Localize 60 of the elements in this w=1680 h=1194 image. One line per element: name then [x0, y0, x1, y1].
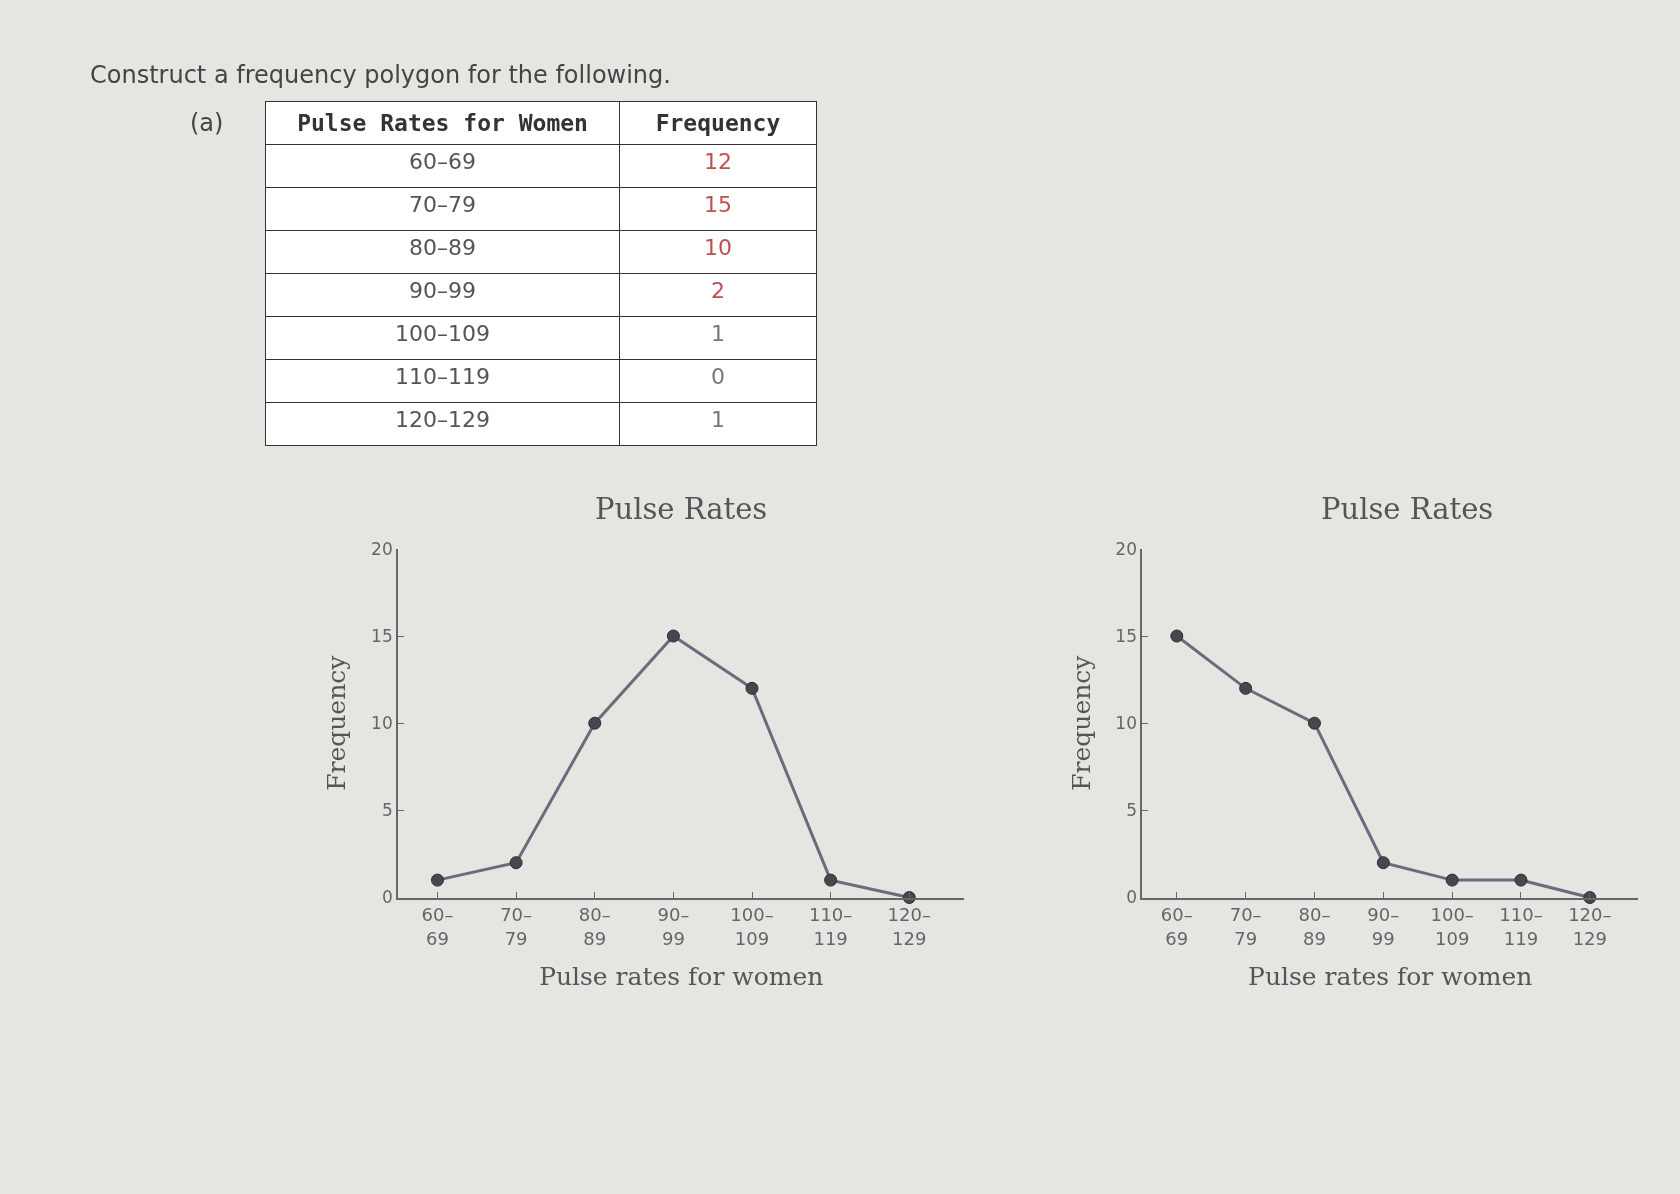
text: 100–109 — [395, 321, 491, 347]
y-tick-label: 10 — [371, 713, 393, 734]
x-tick-label: 70– 79 — [500, 904, 533, 949]
y-tick-label: 5 — [381, 800, 393, 821]
text: Frequency — [655, 109, 781, 136]
text: 15 — [704, 192, 733, 218]
x-axis-title: Pulse rates for women — [1248, 962, 1533, 992]
y-tick-label: 10 — [1115, 713, 1137, 734]
y-tick-label: 0 — [1126, 887, 1137, 908]
text: 80–89 — [409, 235, 477, 261]
point — [430, 873, 444, 887]
x-tick-label: 70– 79 — [1229, 904, 1262, 949]
y-axis-title: Frequency — [1066, 654, 1096, 791]
point — [666, 629, 680, 643]
point — [509, 856, 523, 870]
text: 110–119 — [395, 364, 491, 390]
x-tick-label: 120– 129 — [887, 904, 931, 949]
text: 60–69 — [409, 149, 477, 175]
point — [1445, 873, 1459, 887]
y-tick-label: 15 — [1115, 625, 1137, 646]
x-tick-label: 110– 119 — [808, 904, 853, 949]
point — [824, 873, 838, 887]
y-tick-label: 0 — [381, 887, 393, 908]
x-tick-label: 90– 99 — [1367, 904, 1400, 949]
x-axis-title: Pulse rates for women — [539, 962, 824, 992]
text: (a) — [190, 109, 224, 137]
x-tick-label: 100– 109 — [1430, 904, 1474, 949]
point — [1376, 856, 1390, 870]
point — [588, 716, 602, 730]
x-tick-label: 100– 109 — [730, 904, 774, 949]
x-tick-label: 80– 89 — [1298, 904, 1331, 949]
point — [1307, 716, 1321, 730]
x-tick-label: 120– 129 — [1568, 904, 1612, 949]
y-tick-label: 20 — [371, 538, 393, 559]
point — [1170, 629, 1184, 643]
chart-title: Pulse Rates — [1321, 492, 1494, 526]
text: 12 — [704, 149, 733, 175]
text: Pulse Rates for Women — [297, 109, 588, 136]
text: 120–129 — [395, 407, 491, 433]
x-tick-label: 110– 119 — [1499, 904, 1543, 949]
x-tick-label: 90– 99 — [657, 904, 690, 949]
text: 70–79 — [409, 192, 477, 218]
y-tick-label: 15 — [371, 625, 393, 646]
x-tick-label: 60– 69 — [421, 904, 454, 949]
point — [1239, 681, 1253, 695]
text: 1 — [711, 407, 726, 433]
point — [1514, 873, 1528, 887]
y-tick-label: 5 — [1126, 800, 1137, 821]
x-tick-label: 60– 69 — [1160, 904, 1193, 949]
chart-title: Pulse Rates — [595, 492, 768, 526]
text: 1 — [711, 321, 726, 347]
text: 0 — [711, 364, 726, 390]
y-axis-title: Frequency — [322, 654, 352, 791]
text: 90–99 — [409, 278, 477, 304]
text: 10 — [704, 235, 733, 261]
x-tick-label: 80– 89 — [578, 904, 611, 949]
text: 2 — [711, 278, 726, 304]
text: Construct a frequency polygon for the following. — [90, 61, 671, 89]
y-tick-label: 20 — [1115, 538, 1137, 559]
point — [745, 681, 759, 695]
